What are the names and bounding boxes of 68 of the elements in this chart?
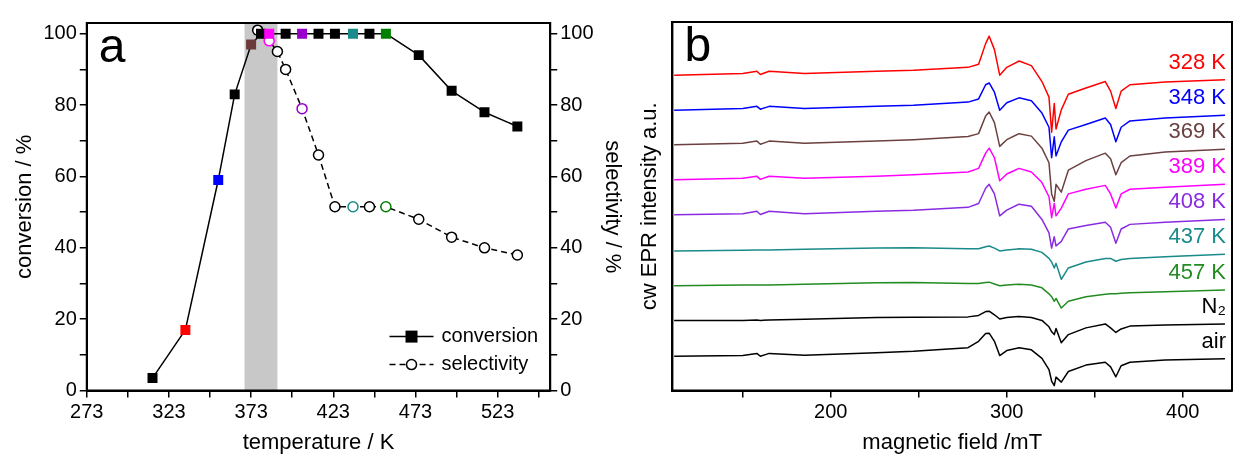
y2-tick-label: 0: [560, 378, 572, 401]
legend-label: selectivity: [441, 352, 529, 375]
series-label: 348 K: [1168, 84, 1227, 110]
point: [312, 149, 325, 161]
point: [271, 45, 284, 58]
x-tick-label: 273: [70, 400, 104, 423]
point: [329, 28, 340, 39]
series-label: air: [1201, 327, 1226, 353]
y-tick-label: 80: [54, 92, 77, 115]
y2-tick-label: 20: [560, 306, 583, 329]
x-tick-label: 373: [234, 400, 268, 423]
y-axis-title: cw EPR intensity a.u.: [636, 102, 662, 311]
point: [347, 201, 359, 213]
x-tick-label: 423: [316, 400, 350, 423]
x-axis-title: temperature / K: [242, 428, 395, 454]
series-label: 437 K: [1168, 223, 1227, 249]
point: [511, 249, 524, 261]
point: [413, 50, 424, 61]
y2-tick-label: 60: [560, 163, 583, 186]
point: [512, 121, 523, 132]
y2-tick-label: 100: [560, 21, 594, 44]
x-tick-label: 473: [398, 400, 433, 423]
point: [279, 63, 292, 76]
series-label: 328 K: [1168, 48, 1227, 74]
x-axis-title: magnetic field /mT: [862, 428, 1043, 454]
x-tick-label: 300: [990, 400, 1024, 423]
y-tick-label: 60: [54, 163, 77, 186]
point: [147, 373, 158, 384]
y-axis-title: conversion / %: [11, 134, 37, 279]
annotation: b: [684, 18, 712, 72]
annotation: a: [98, 19, 126, 73]
point: [280, 28, 291, 39]
point: [229, 89, 240, 100]
point: [445, 231, 458, 243]
point: [413, 213, 425, 226]
point: [246, 39, 257, 50]
point: [313, 28, 324, 39]
x-tick-label: 523: [480, 400, 515, 423]
point: [478, 242, 491, 254]
point: [180, 324, 191, 335]
point: [364, 28, 375, 39]
series-label: 369 K: [1168, 118, 1227, 144]
y2-axis-title: selectivity / %: [600, 140, 626, 274]
series-label: 457 K: [1168, 259, 1227, 285]
series-label: N₂: [1201, 293, 1226, 319]
legend-label: conversion: [441, 324, 539, 347]
point: [264, 28, 275, 39]
y2-tick-label: 80: [560, 92, 583, 115]
point: [363, 201, 376, 213]
point: [329, 201, 341, 213]
x-tick-label: 200: [814, 400, 848, 423]
point: [296, 102, 308, 115]
y-tick-label: 40: [54, 235, 77, 258]
x-tick-label: 323: [152, 400, 186, 423]
x-tick-label: 400: [1166, 400, 1200, 423]
point: [446, 85, 457, 96]
y2-tick-label: 40: [560, 235, 583, 258]
series-label: 408 K: [1168, 188, 1227, 214]
point: [297, 28, 308, 39]
point: [479, 107, 490, 118]
y-tick-label: 100: [43, 21, 77, 44]
point: [348, 28, 359, 39]
y-tick-label: 20: [54, 306, 77, 329]
point: [380, 201, 392, 213]
point: [380, 28, 391, 39]
y-tick-label: 0: [65, 378, 77, 401]
point: [213, 175, 224, 186]
series-label: 389 K: [1168, 153, 1227, 179]
